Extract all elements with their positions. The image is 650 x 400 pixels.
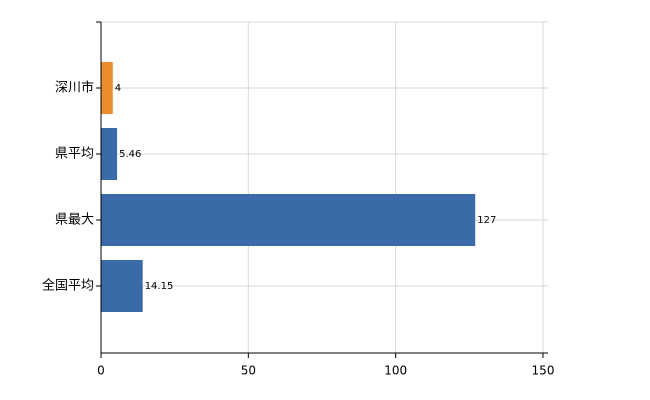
value-label: 14.15 [145, 281, 174, 292]
value-label: 127 [477, 215, 496, 226]
value-label: 4 [115, 83, 121, 94]
y-tick-label: 県平均 [55, 147, 94, 162]
bar [101, 62, 113, 114]
bar [101, 194, 476, 246]
y-tick-label: 県最大 [55, 213, 94, 228]
y-tick-label: 全国平均 [42, 278, 94, 294]
x-tick-label: 150 [532, 364, 555, 378]
x-tick-label: 100 [384, 364, 407, 378]
x-tick-label: 50 [241, 364, 256, 378]
value-label: 5.46 [119, 149, 141, 160]
x-tick-label: 0 [97, 364, 105, 378]
bar [101, 128, 118, 180]
bar [101, 260, 143, 312]
y-tick-label: 深川市 [55, 80, 94, 96]
